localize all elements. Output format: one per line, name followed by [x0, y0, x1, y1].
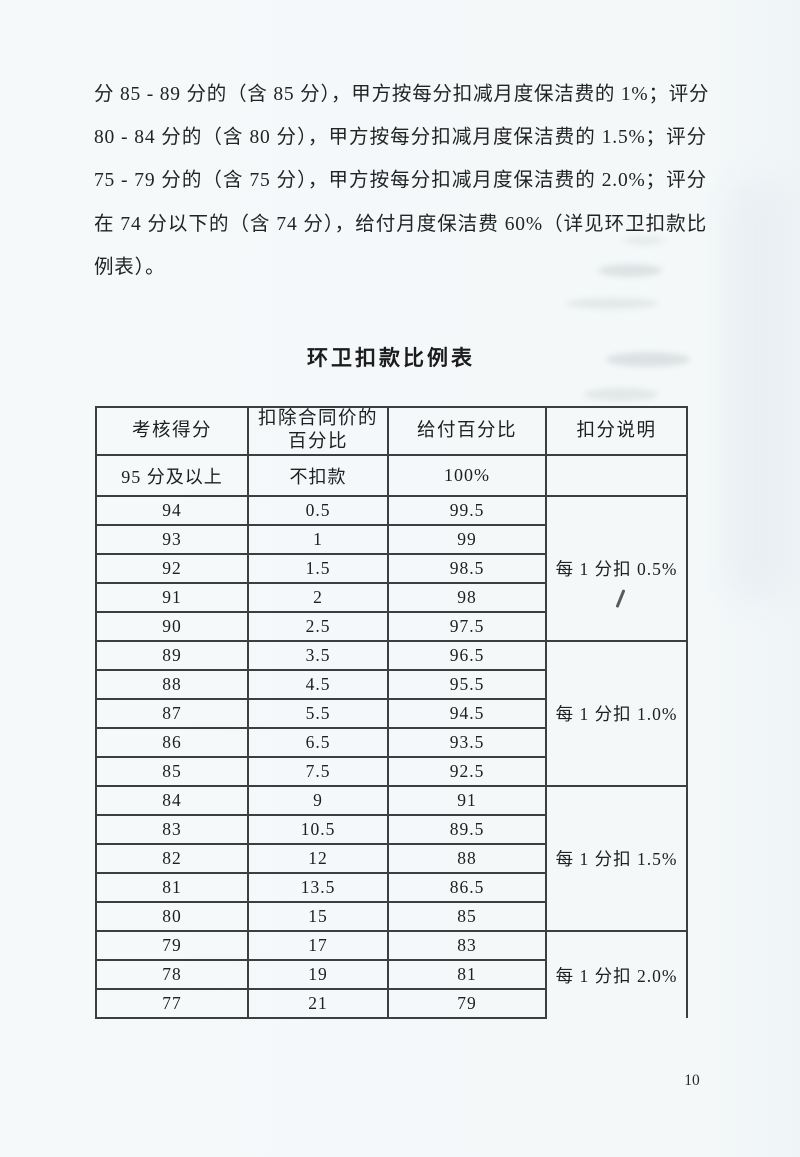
bleed-through-mark: [566, 298, 658, 309]
score-cell: 95 分及以上: [95, 454, 249, 498]
deduct-percent-cell: 10.5: [247, 814, 389, 846]
score-cell: 93: [95, 524, 249, 556]
table-row: 94 0.5 99.5 每 1 分扣 0.5%: [95, 495, 688, 643]
deduct-percent-cell: 0.5: [247, 495, 389, 527]
note-cell: 每 1 分扣 2.0%: [545, 930, 688, 1019]
table-row: 86 6.5 93.5: [95, 727, 687, 759]
note-cell: 每 1 分扣 1.0%: [545, 640, 688, 788]
header-row: 考核得分 扣除合同价的 百分比 给付百分比 扣分说明: [95, 405, 688, 457]
deduct-percent-cell: 6.5: [247, 727, 389, 759]
score-cell: 82: [95, 843, 249, 875]
score-cell: 78: [95, 959, 249, 991]
pay-percent-cell: 98.5: [387, 553, 547, 585]
score-cell: 94: [95, 495, 249, 527]
pay-percent-cell: 85: [387, 901, 547, 933]
table-row: 80 15 85: [95, 901, 687, 933]
column-header: 考核得分: [95, 405, 249, 457]
paragraph-line: 例表）。: [94, 256, 166, 278]
pay-percent-cell: 93.5: [387, 727, 547, 759]
table-row: 90 2.5 97.5: [95, 611, 687, 643]
table-row: 89 3.5 96.5 每 1 分扣 1.0%: [95, 640, 688, 788]
table-title: 环卫扣款比例表: [307, 346, 475, 370]
score-cell: 80: [95, 901, 249, 933]
score-cell: 91: [95, 582, 249, 614]
note-cell: [545, 454, 688, 498]
score-cell: 77: [95, 988, 249, 1020]
table-row: 84 9 91 每 1 分扣 1.5%: [95, 785, 688, 933]
table-row: 92 1.5 98.5: [95, 553, 687, 585]
deduct-percent-cell: 13.5: [247, 872, 389, 904]
deduct-percent-cell: 不扣款: [247, 454, 389, 498]
page-number: 10: [684, 1072, 700, 1089]
score-cell: 79: [95, 930, 249, 962]
table-row: 81 13.5 86.5: [95, 872, 687, 904]
table-row: 82 12 88: [95, 843, 687, 875]
score-cell: 90: [95, 611, 249, 643]
table-row: 91 2 98: [95, 582, 687, 614]
pay-percent-cell: 96.5: [387, 640, 547, 672]
paragraph-line: 75 - 79 分的（含 75 分），甲方按每分扣减月度保洁费的 2.0%；评分: [94, 170, 707, 192]
table-row: 93 1 99: [95, 524, 687, 556]
pay-percent-cell: 86.5: [387, 872, 547, 904]
column-header: 给付百分比: [387, 405, 547, 457]
column-header: 扣除合同价的 百分比: [247, 405, 389, 457]
paragraph-line: 在 74 分以下的（含 74 分），给付月度保洁费 60%（详见环卫扣款比: [94, 213, 707, 235]
score-cell: 88: [95, 669, 249, 701]
pay-percent-cell: 83: [387, 930, 547, 962]
deduct-percent-cell: 2.5: [247, 611, 389, 643]
pay-percent-cell: 95.5: [387, 669, 547, 701]
table-row: 88 4.5 95.5: [95, 669, 687, 701]
deduct-percent-cell: 1.5: [247, 553, 389, 585]
pay-percent-cell: 79: [387, 988, 547, 1020]
pay-percent-cell: 99.5: [387, 495, 547, 527]
score-cell: 87: [95, 698, 249, 730]
score-cell: 89: [95, 640, 249, 672]
score-cell: 83: [95, 814, 249, 846]
table-row: 87 5.5 94.5: [95, 698, 687, 730]
paragraph-line: 80 - 84 分的（含 80 分），甲方按每分扣减月度保洁费的 1.5%；评分: [94, 127, 707, 149]
pay-percent-cell: 89.5: [387, 814, 547, 846]
pay-percent-cell: 97.5: [387, 611, 547, 643]
score-cell: 81: [95, 872, 249, 904]
deduct-percent-cell: 17: [247, 930, 389, 962]
note-cell: 每 1 分扣 0.5%: [545, 495, 688, 643]
pay-percent-cell: 94.5: [387, 698, 547, 730]
bleed-through-mark: [584, 388, 658, 401]
deduct-percent-cell: 21: [247, 988, 389, 1020]
score-cell: 92: [95, 553, 249, 585]
deduction-ratio-table: 考核得分 扣除合同价的 百分比 给付百分比 扣分说明 95 分及以上 不扣款 100% 94…: [95, 405, 688, 1020]
deduct-percent-cell: 2: [247, 582, 389, 614]
paragraph-line: 分 85 - 89 分的（含 85 分），甲方按每分扣减月度保洁费的 1%；评分: [94, 84, 710, 105]
score-cell: 86: [95, 727, 249, 759]
note-cell: 每 1 分扣 1.5%: [545, 785, 688, 933]
deduct-percent-cell: 19: [247, 959, 389, 991]
deduct-percent-cell: 12: [247, 843, 389, 875]
table-row: 83 10.5 89.5: [95, 814, 687, 846]
pay-percent-cell: 100%: [387, 454, 547, 498]
deduct-percent-cell: 15: [247, 901, 389, 933]
pay-percent-cell: 88: [387, 843, 547, 875]
score-cell: 84: [95, 785, 249, 817]
table-row: 85 7.5 92.5: [95, 756, 687, 788]
pay-percent-cell: 92.5: [387, 756, 547, 788]
deduct-percent-cell: 9: [247, 785, 389, 817]
body-paragraph: 分 85 - 89 分的（含 85 分），甲方按每分扣减月度保洁费的 1%；评分…: [94, 73, 710, 289]
scan-shadow: [728, 180, 794, 600]
column-header: 扣分说明: [545, 405, 688, 457]
pay-percent-cell: 98: [387, 582, 547, 614]
deduct-percent-cell: 1: [247, 524, 389, 556]
pay-percent-cell: 81: [387, 959, 547, 991]
table-row: 79 17 83 每 1 分扣 2.0%: [95, 930, 688, 1019]
score-cell: 85: [95, 756, 249, 788]
table-row: 77 21 79: [95, 988, 687, 1020]
deduct-percent-cell: 4.5: [247, 669, 389, 701]
pay-percent-cell: 91: [387, 785, 547, 817]
table-row: 95 分及以上 不扣款 100%: [95, 454, 688, 498]
pay-percent-cell: 99: [387, 524, 547, 556]
deduct-percent-cell: 3.5: [247, 640, 389, 672]
deduct-percent-cell: 5.5: [247, 698, 389, 730]
deduct-percent-cell: 7.5: [247, 756, 389, 788]
table-row: 78 19 81: [95, 959, 687, 991]
